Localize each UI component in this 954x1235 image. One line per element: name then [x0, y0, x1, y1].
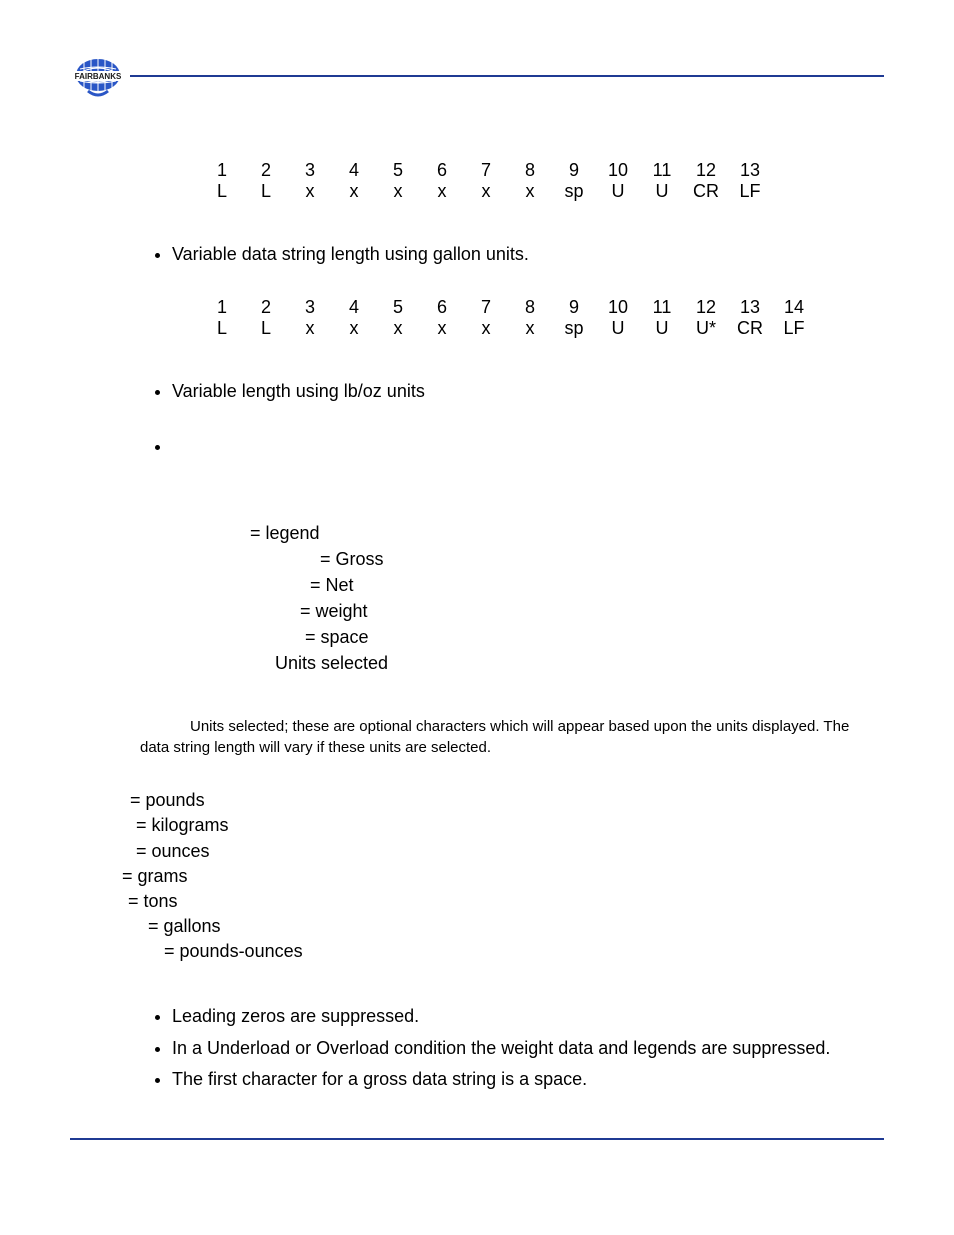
unit-line: = pounds [130, 788, 884, 813]
unit-line: = grams [122, 864, 884, 889]
legend-block: = legend = Gross = Net = weight = space … [250, 520, 884, 677]
table-row: 1 2 3 4 5 6 7 8 9 10 11 12 13 14 [200, 297, 884, 318]
legend-line: = Net [310, 572, 884, 598]
legend-line: = weight [300, 598, 884, 624]
data-table-2: 1 2 3 4 5 6 7 8 9 10 11 12 13 14 L L x x… [200, 297, 884, 339]
legend-line: = Gross [320, 546, 884, 572]
header-rule [130, 75, 884, 77]
unit-line: = ounces [136, 839, 884, 864]
fairbanks-logo: FAIRBANKS [70, 55, 126, 103]
document-page: FAIRBANKS 1 2 3 4 5 6 7 8 9 10 11 12 13 [0, 0, 954, 1235]
units-note: Units selected; these are optional chara… [140, 716, 874, 758]
table-row: L L x x x x x x sp U U CR LF [200, 181, 884, 202]
bullet-item [172, 434, 884, 459]
unit-line: = gallons [148, 914, 884, 939]
legend-line: = legend [250, 520, 884, 546]
data-table-1: 1 2 3 4 5 6 7 8 9 10 11 12 13 L L x x x … [200, 160, 884, 202]
unit-line: = tons [128, 889, 884, 914]
unit-line: = kilograms [136, 813, 884, 838]
bullet-item: Variable length using lb/oz units [172, 379, 884, 404]
footer-rule [70, 1138, 884, 1140]
bullet-item: Leading zeros are suppressed. [172, 1004, 884, 1029]
units-list: = pounds = kilograms = ounces = grams = … [130, 788, 884, 964]
legend-line: Units selected [275, 650, 884, 676]
page-content: 1 2 3 4 5 6 7 8 9 10 11 12 13 L L x x x … [130, 140, 884, 1098]
bullet-item: The first character for a gross data str… [172, 1067, 884, 1092]
unit-line: = pounds-ounces [164, 939, 884, 964]
table-row: 1 2 3 4 5 6 7 8 9 10 11 12 13 [200, 160, 884, 181]
bullet-item: Variable data string length using gallon… [172, 242, 884, 267]
bullet-item: In a Underload or Overload condition the… [172, 1036, 884, 1061]
legend-line: = space [305, 624, 884, 650]
table-row: L L x x x x x x sp U U U* CR LF [200, 318, 884, 339]
logo-text: FAIRBANKS [75, 72, 122, 81]
